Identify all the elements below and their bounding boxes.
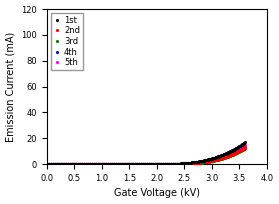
5th	[45, 163, 49, 165]
3rd	[163, 163, 166, 165]
4th	[225, 155, 228, 158]
5th	[45, 163, 48, 165]
1st	[225, 152, 228, 154]
1st	[212, 157, 215, 159]
2nd	[162, 163, 166, 165]
4th	[45, 163, 49, 165]
1st	[243, 141, 247, 144]
Line: 5th: 5th	[45, 143, 247, 166]
5th	[163, 163, 166, 165]
2nd	[166, 163, 170, 165]
5th	[225, 154, 228, 156]
2nd	[45, 163, 49, 165]
2nd	[212, 159, 215, 161]
5th	[162, 163, 166, 165]
X-axis label: Gate Voltage (kV): Gate Voltage (kV)	[114, 188, 200, 198]
4th	[163, 163, 166, 165]
5th	[212, 158, 215, 160]
1st	[45, 163, 49, 165]
3rd	[212, 159, 215, 162]
4th	[166, 163, 170, 165]
3rd	[225, 156, 228, 158]
4th	[212, 159, 215, 162]
Line: 3rd: 3rd	[45, 147, 247, 166]
3rd	[166, 163, 170, 165]
2nd	[243, 146, 247, 149]
1st	[162, 163, 166, 165]
Line: 4th: 4th	[45, 146, 247, 166]
4th	[45, 163, 48, 165]
3rd	[162, 163, 166, 165]
2nd	[225, 155, 228, 158]
Line: 1st: 1st	[45, 141, 247, 166]
Y-axis label: Emission Current (mA): Emission Current (mA)	[6, 31, 16, 142]
2nd	[45, 163, 48, 165]
1st	[163, 163, 166, 165]
1st	[166, 163, 170, 165]
3rd	[45, 163, 49, 165]
Line: 2nd: 2nd	[45, 146, 247, 166]
3rd	[45, 163, 48, 165]
Legend: 1st, 2nd, 3rd, 4th, 5th: 1st, 2nd, 3rd, 4th, 5th	[51, 13, 83, 70]
4th	[162, 163, 166, 165]
5th	[166, 163, 170, 165]
3rd	[243, 147, 247, 150]
2nd	[163, 163, 166, 165]
1st	[45, 163, 48, 165]
5th	[243, 144, 247, 146]
4th	[243, 146, 247, 149]
